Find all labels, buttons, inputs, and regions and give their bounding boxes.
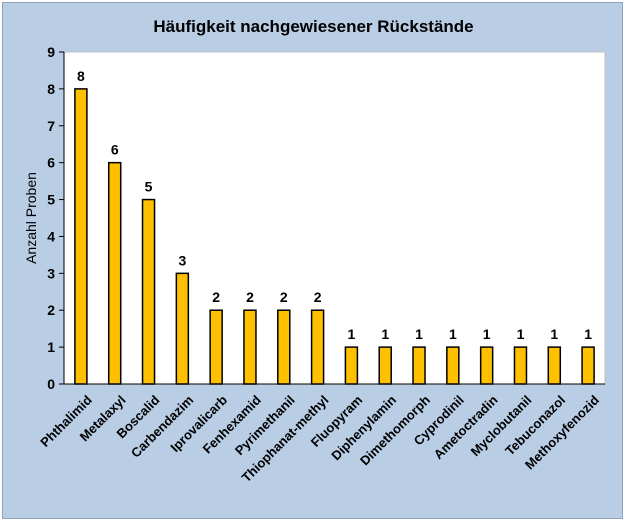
y-tick-label: 9 <box>47 44 55 60</box>
bar-fluopyram <box>344 346 359 385</box>
y-tick-label: 4 <box>47 228 55 244</box>
data-label: 1 <box>550 326 558 342</box>
data-label: 8 <box>77 68 85 84</box>
bars-group <box>74 88 595 385</box>
data-label: 1 <box>517 326 525 342</box>
data-label: 1 <box>483 326 491 342</box>
y-tick-label: 2 <box>47 302 55 318</box>
data-label: 2 <box>246 289 254 305</box>
data-label: 2 <box>280 289 288 305</box>
y-tick-label: 0 <box>47 376 55 392</box>
chart-title: Häufigkeit nachgewiesener Rückstände <box>153 17 474 36</box>
y-ticks-group: 0 1 2 3 4 5 6 7 8 9 <box>47 44 64 392</box>
value-labels-group: 8 6 5 3 2 2 2 2 1 1 1 1 1 1 1 1 <box>77 68 592 342</box>
bar-ametoctradin <box>479 346 494 385</box>
bar-myclobutanil <box>513 346 528 385</box>
data-label: 1 <box>415 326 423 342</box>
data-label: 1 <box>449 326 457 342</box>
bar-boscalid <box>141 198 156 385</box>
bar-diphenylamin <box>378 346 392 385</box>
y-tick-label: 8 <box>47 81 55 97</box>
bar-pyrimethanil <box>277 309 291 385</box>
y-tick-label: 3 <box>47 265 55 281</box>
y-tick-label: 6 <box>47 155 55 171</box>
data-label: 1 <box>584 326 592 342</box>
y-tick-label: 5 <box>47 192 55 208</box>
bar-fenhexamid <box>243 309 257 385</box>
bar-tebuconazol <box>547 346 562 385</box>
data-label: 2 <box>314 289 322 305</box>
data-label: 1 <box>348 326 356 342</box>
data-label: 2 <box>212 289 220 305</box>
y-axis-label: Anzahl Proben <box>23 172 39 264</box>
bar-metalaxyl <box>107 161 122 385</box>
bar-carbendazim <box>175 272 190 385</box>
bar-phthalimid <box>74 88 88 385</box>
bar-cyprodinil <box>446 346 460 385</box>
data-label: 3 <box>178 252 186 268</box>
data-label: 1 <box>381 326 389 342</box>
y-tick-label: 1 <box>47 339 55 355</box>
x-labels-group: PhthalimidMetalaxylBoscalidCarbendazimIp… <box>37 392 602 485</box>
bar-dimethomorph <box>412 346 426 385</box>
bar-iprovalicarb <box>209 309 223 385</box>
data-label: 6 <box>111 142 119 158</box>
data-label: 5 <box>145 179 153 195</box>
bar-thiophanat-methyl <box>310 309 325 385</box>
bar-methoxyfenozid <box>581 346 595 385</box>
y-tick-label: 7 <box>47 118 55 134</box>
